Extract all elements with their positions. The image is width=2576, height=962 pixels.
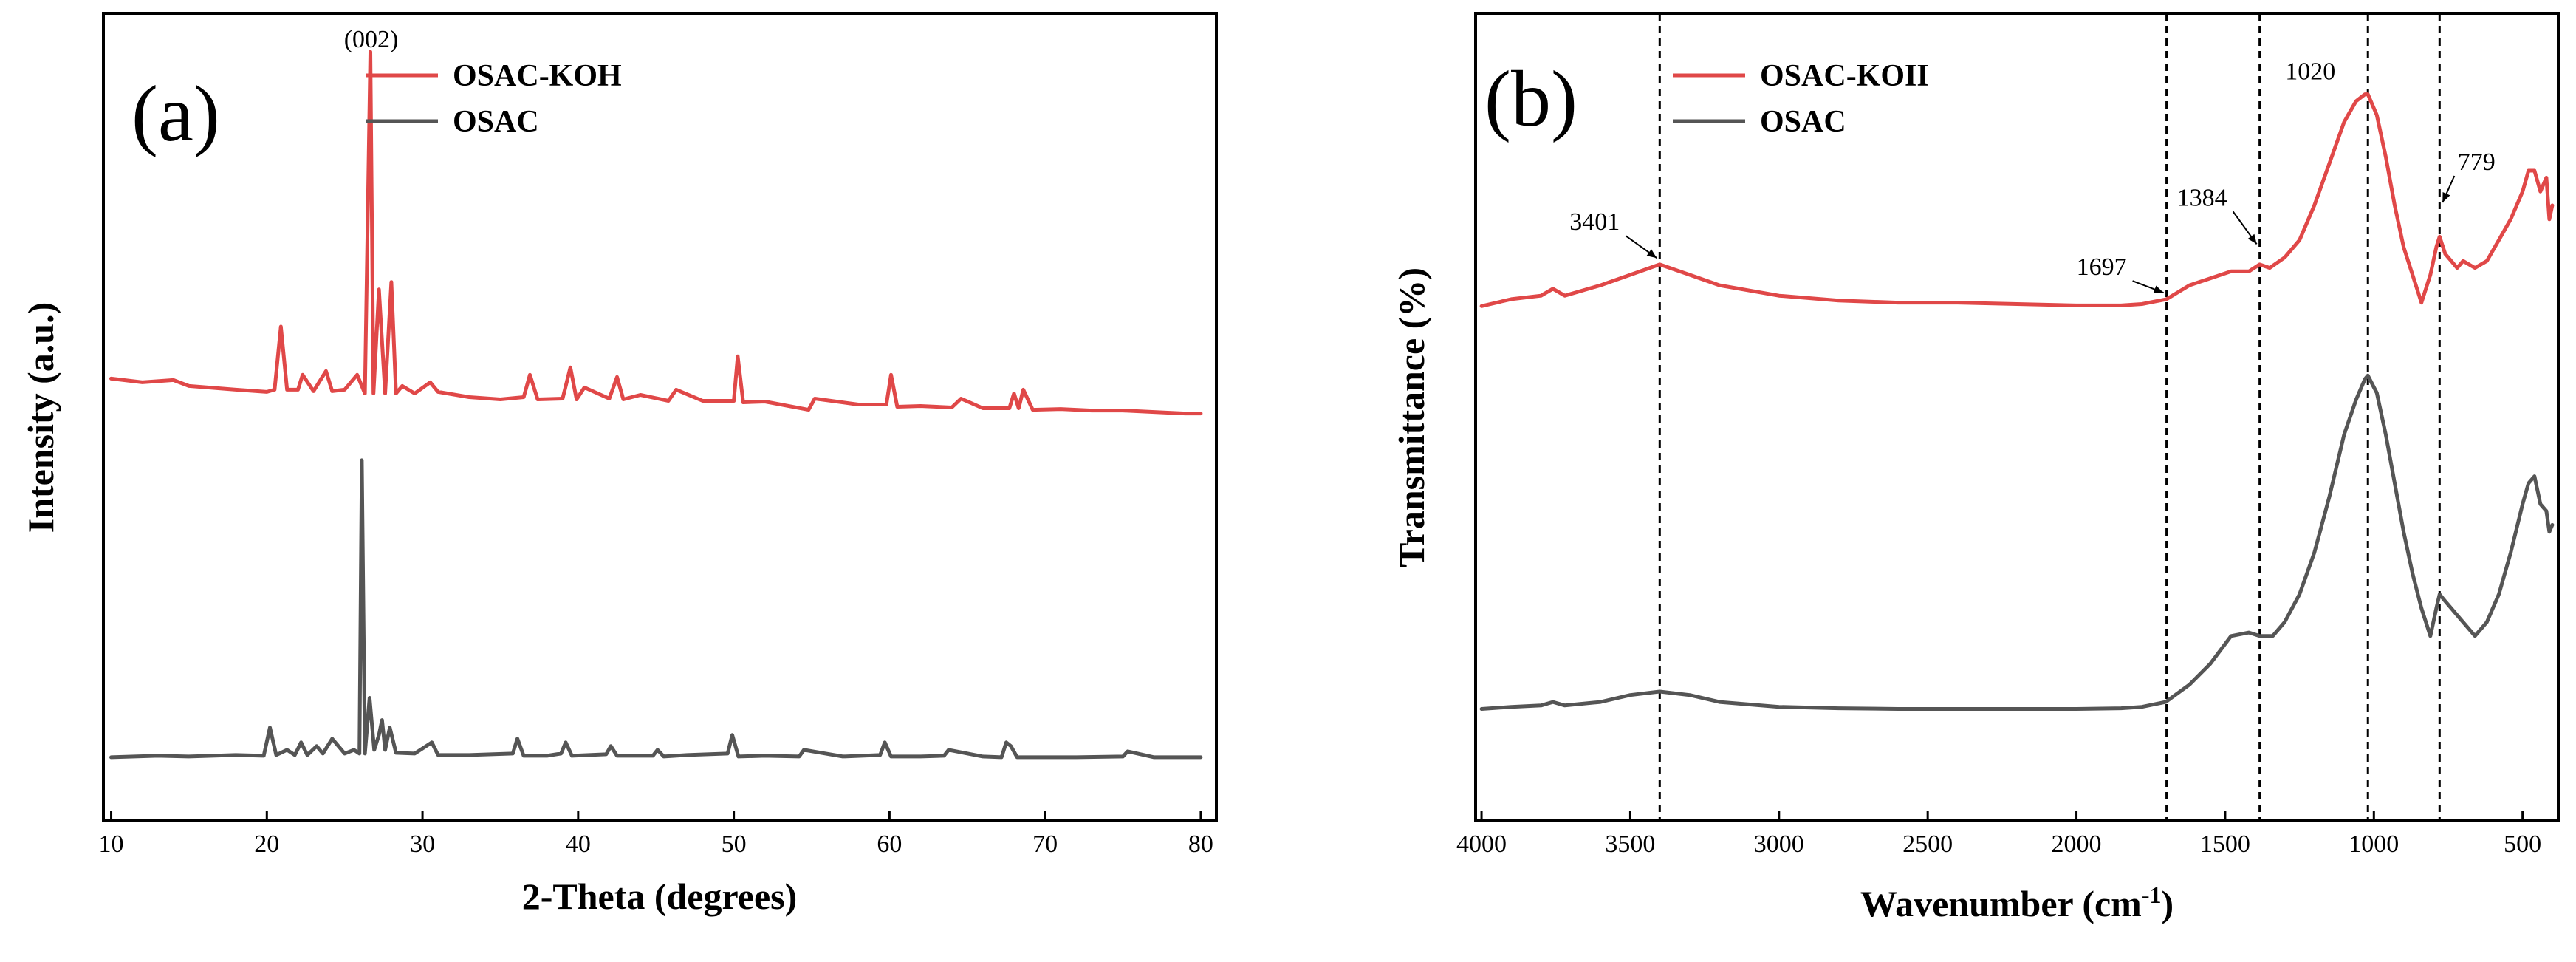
x-tick-label: 500 bbox=[2504, 830, 2541, 858]
peak-annotation: (002) bbox=[344, 26, 399, 53]
series-group bbox=[109, 50, 1203, 760]
legend-label: OSAC-KOII bbox=[1760, 59, 1929, 93]
x-tick-label: 2000 bbox=[2052, 830, 2102, 858]
legend-label: OSAC-KOH bbox=[453, 59, 622, 93]
legend-label: OSAC bbox=[453, 105, 539, 139]
x-tick-label: 1500 bbox=[2200, 830, 2250, 858]
legend-label: OSAC bbox=[1760, 105, 1846, 139]
series-line-osac bbox=[109, 458, 1203, 760]
panel-label: (a) bbox=[131, 70, 220, 158]
panel-a: 10 20 30 40 50 60 70 80 (002) (a) 2-Theta (degr… bbox=[20, 12, 1218, 917]
legend: OSAC-KOII OSAC bbox=[1673, 59, 1929, 139]
x-ticks: 10 20 30 40 50 60 70 80 bbox=[99, 811, 1213, 858]
x-tick-label: 4000 bbox=[1456, 830, 1507, 858]
series-line-osac-koh bbox=[109, 50, 1203, 416]
legend: OSAC-KOH OSAC bbox=[366, 59, 622, 139]
plot-frame bbox=[1474, 12, 2560, 822]
annotation-arrowhead bbox=[2247, 233, 2257, 245]
x-tick-label: 3000 bbox=[1754, 830, 1804, 858]
annotation-group: (002) bbox=[344, 26, 399, 53]
series-line-osac-koii bbox=[1479, 92, 2555, 308]
series-group bbox=[1479, 92, 2555, 711]
x-tick-label: 1000 bbox=[2349, 830, 2399, 858]
x-tick-label: 20 bbox=[254, 830, 279, 858]
x-tick-label: 10 bbox=[99, 830, 124, 858]
x-axis-label: 2-Theta (degrees) bbox=[522, 876, 798, 917]
panel-label: (b) bbox=[1484, 55, 1578, 143]
x-tick-label: 60 bbox=[877, 830, 902, 858]
x-tick-label: 3500 bbox=[1605, 830, 1655, 858]
peak-annotation: 1384 bbox=[2177, 184, 2227, 211]
x-ticks: 4000 3500 3000 2500 2000 1500 1000 500 bbox=[1456, 811, 2541, 858]
x-tick-label: 2500 bbox=[1902, 830, 1953, 858]
peak-annotation: 1697 bbox=[2077, 253, 2127, 281]
y-axis-label: Intensity (a.u.) bbox=[20, 302, 61, 533]
reference-lines bbox=[1658, 13, 2441, 821]
annotation-arrowhead bbox=[2442, 192, 2450, 202]
annotation-arrowhead bbox=[1646, 249, 1657, 259]
annotation-group: 3401 1697 1384 1020 779 bbox=[1569, 58, 2496, 294]
x-axis-label: Wavenumber (cm-1) bbox=[1860, 881, 2174, 924]
y-axis-label: Transmittance (%) bbox=[1391, 267, 1432, 567]
plot-frame bbox=[102, 12, 1218, 822]
x-tick-label: 70 bbox=[1032, 830, 1058, 858]
x-tick-label: 30 bbox=[410, 830, 435, 858]
peak-annotation: 1020 bbox=[2285, 58, 2335, 86]
peak-annotation: 779 bbox=[2458, 149, 2496, 176]
x-tick-label: 40 bbox=[566, 830, 591, 858]
x-axis-label-close: ) bbox=[2161, 883, 2174, 924]
panel-b: 4000 3500 3000 2500 2000 1500 1000 500 3401 1697… bbox=[1391, 12, 2560, 924]
peak-annotation: 3401 bbox=[1569, 208, 1620, 236]
x-tick-label: 50 bbox=[722, 830, 747, 858]
annotation-arrowhead bbox=[2153, 285, 2164, 293]
x-tick-label: 80 bbox=[1188, 830, 1213, 858]
series-line-osac bbox=[1479, 373, 2555, 711]
x-axis-label-main: Wavenumber (cm bbox=[1860, 883, 2142, 924]
x-axis-label-superscript: -1 bbox=[2142, 881, 2162, 908]
